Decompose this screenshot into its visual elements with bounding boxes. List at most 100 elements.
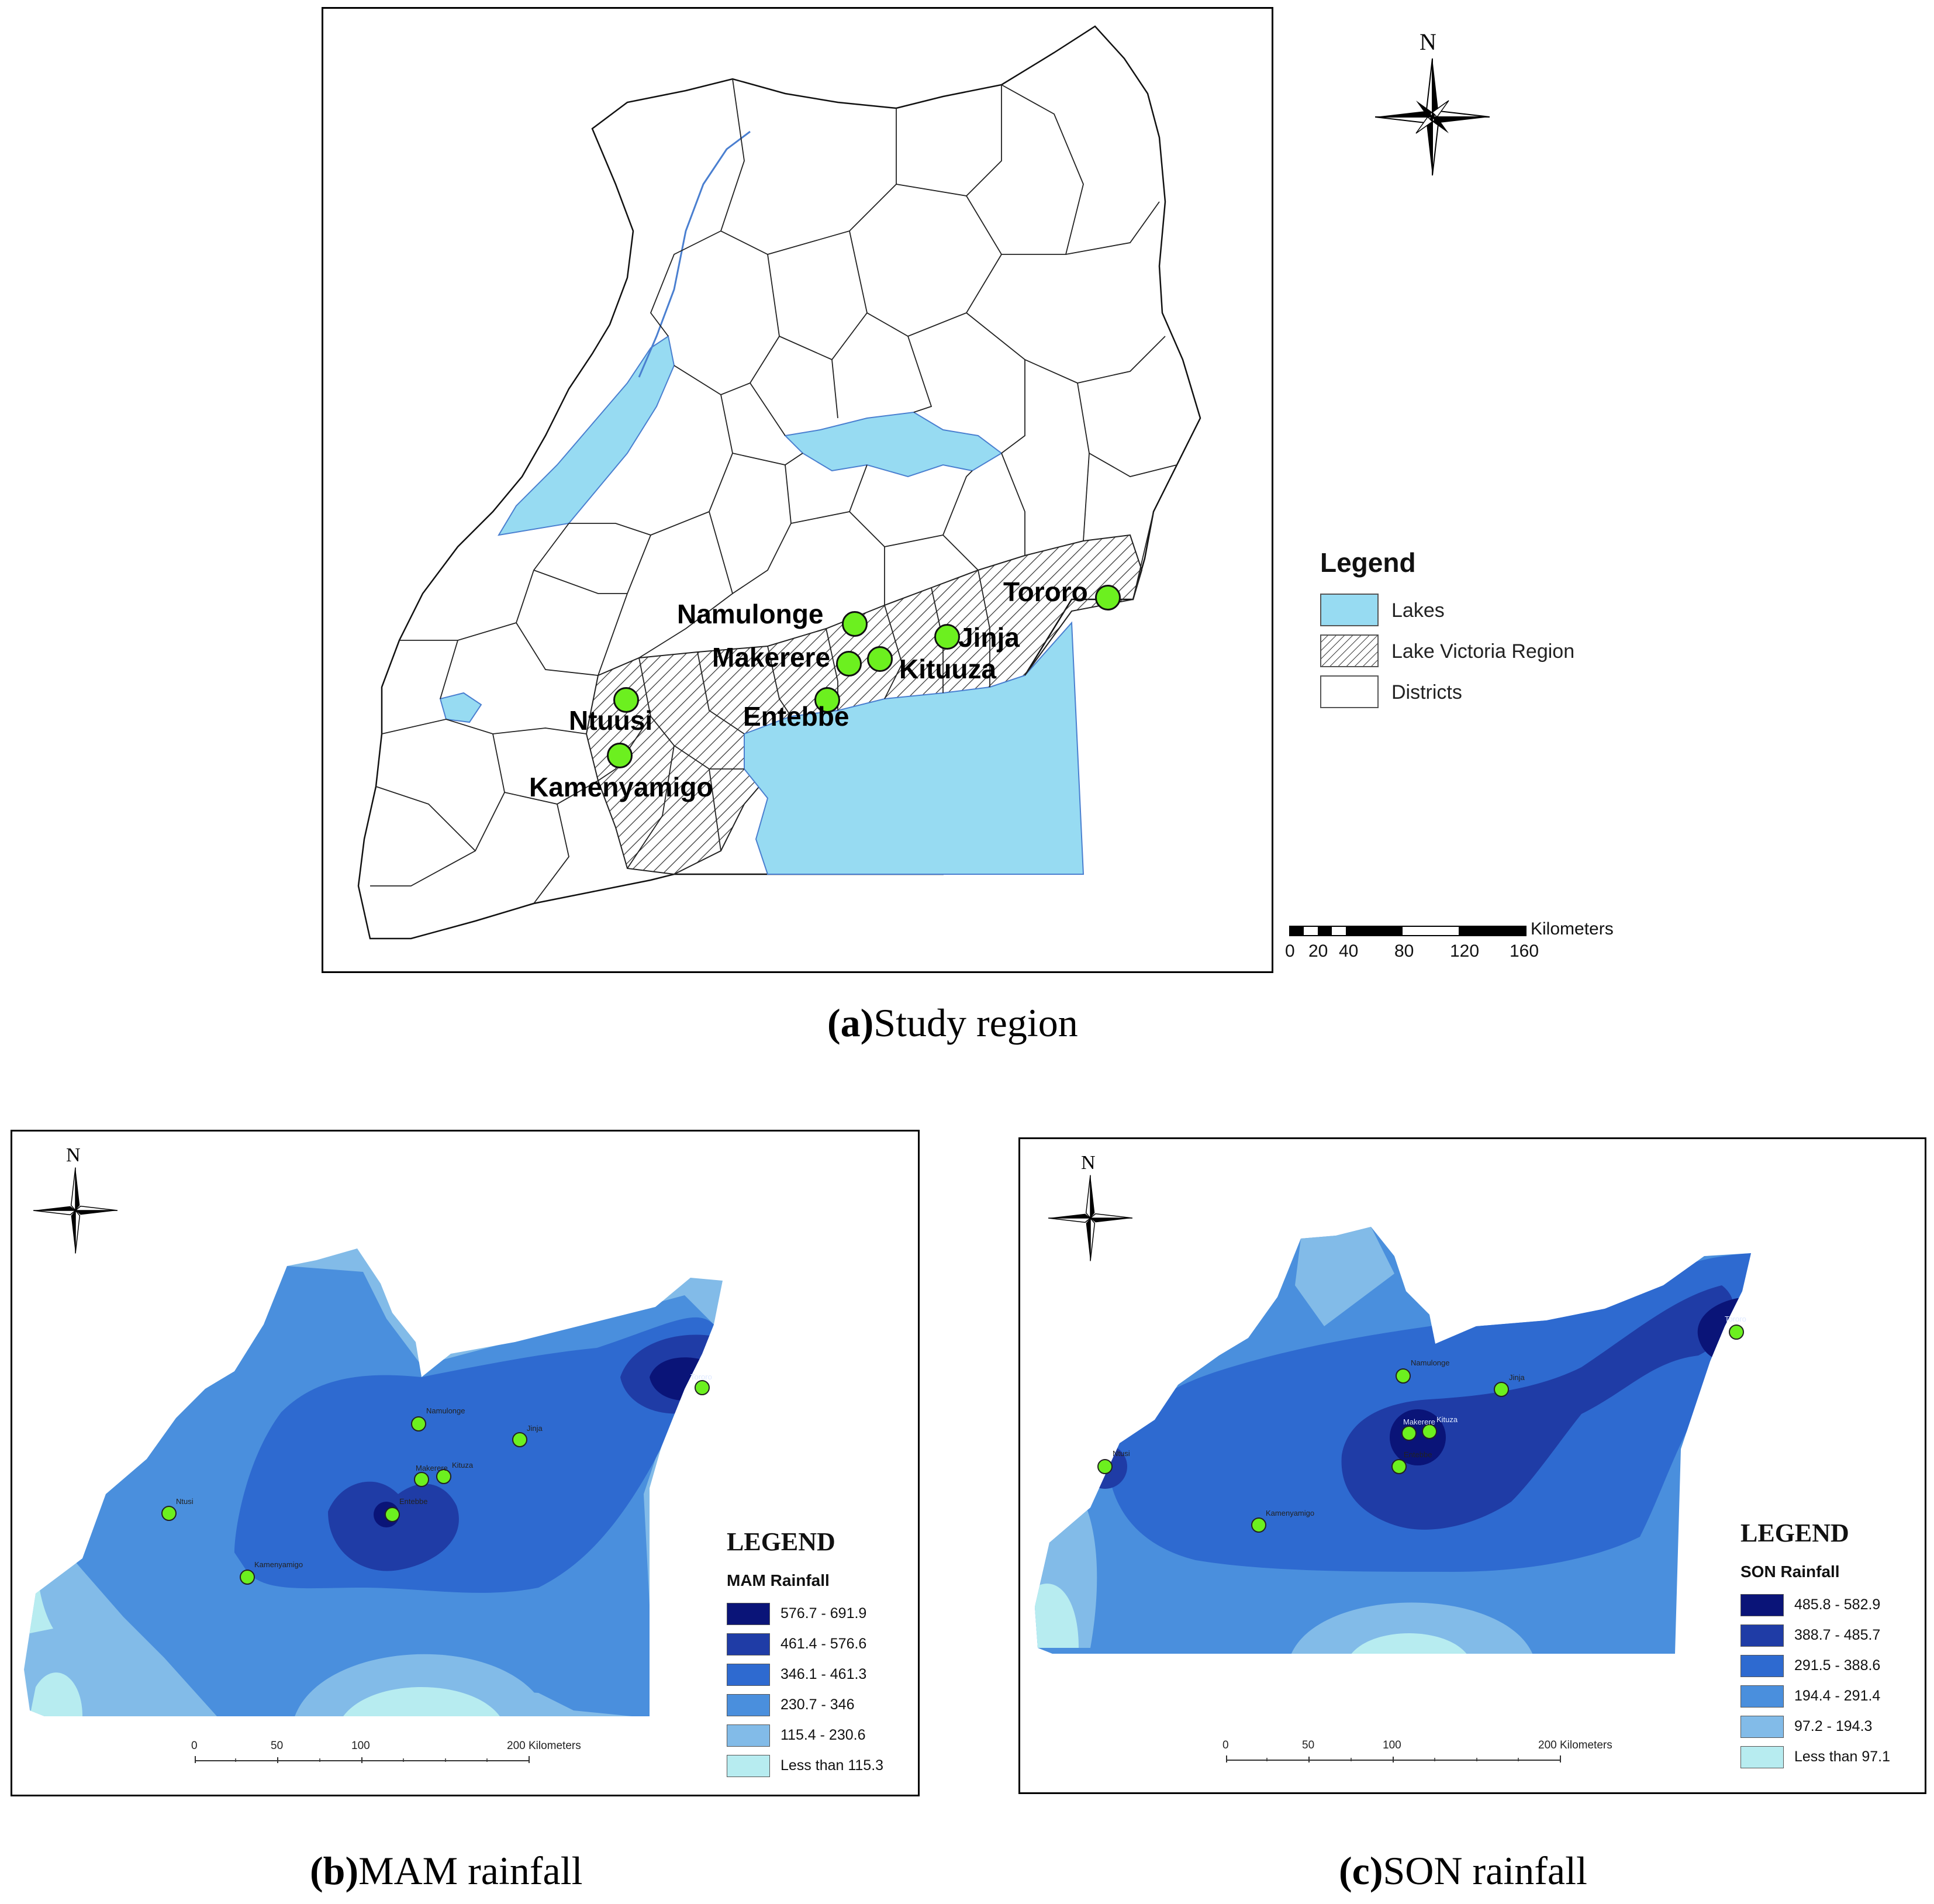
compass-rose-c-icon (1048, 1175, 1132, 1261)
north-label-a: N (1420, 29, 1436, 55)
scale-tick-a-80: 80 (1394, 941, 1414, 961)
legend-label-b-5: Less than 115.3 (780, 1757, 884, 1774)
legend-swatch-c-0 (1740, 1594, 1784, 1616)
lake-victoria (744, 621, 1085, 875)
legend-swatch-b-5 (727, 1755, 770, 1777)
caption-c-text: SON rainfall (1383, 1848, 1587, 1893)
mam-site-entebbe: Entebbe (399, 1497, 428, 1506)
scale-tick-b-50: 50 (271, 1740, 284, 1752)
mam-site-jinja: Jinja (527, 1424, 543, 1433)
site-label-entebbe: Entebbe (743, 701, 849, 732)
site-marker-kituuza (867, 646, 893, 672)
site-label-kamenyamigo: Kamenyamigo (529, 772, 713, 802)
caption-b-letter: (b) (310, 1848, 359, 1893)
site-label-kituuza: Kituuza (899, 654, 997, 684)
son-site-kamenyamigo: Kamenyamigo (1266, 1509, 1315, 1517)
legend-label-lakes: Lakes (1391, 599, 1445, 622)
legend-swatch-districts (1320, 675, 1379, 708)
son-rainfall-surface (1035, 1227, 1751, 1654)
site-marker-kamenyamigo (607, 743, 633, 768)
caption-a: (a)Study region (827, 1000, 1078, 1046)
mam-site-kamenyamigo: Kamenyamigo (254, 1560, 303, 1569)
son-rainfall-map-frame: N (1018, 1137, 1926, 1794)
caption-a-text: Study region (873, 1001, 1078, 1045)
mam-rainfall-map-frame: N (11, 1130, 920, 1796)
legend-swatch-b-4 (727, 1724, 770, 1747)
scale-tick-c-0: 0 (1222, 1739, 1229, 1751)
compass-rose-b-icon (33, 1167, 118, 1254)
caption-c-letter: (c) (1339, 1848, 1383, 1893)
son-site-tororo: Tororo (1725, 1315, 1746, 1323)
mam-site-kituza: Kituza (452, 1461, 474, 1470)
district-boundaries (370, 78, 1177, 904)
caption-a-letter: (a) (827, 1001, 874, 1045)
legend-label-lake-victoria-region: Lake Victoria Region (1391, 640, 1575, 663)
site-marker-jinja (934, 624, 960, 650)
mam-rainfall-surface (24, 1248, 723, 1716)
mam-site-makerere: Makerere (416, 1464, 448, 1472)
scale-tick-a-0: 0 (1285, 941, 1295, 961)
lake-george (439, 692, 482, 723)
son-site-namulonge: Namulonge (1411, 1358, 1450, 1367)
legend-subtitle-b: MAM Rainfall (727, 1571, 830, 1589)
legend-label-c-0: 485.8 - 582.9 (1794, 1596, 1881, 1613)
lake-kyoga (783, 411, 1003, 478)
site-label-ntuusi: Ntuusi (569, 705, 653, 736)
scale-bar-c (1226, 1755, 1561, 1762)
nile-river (638, 130, 751, 378)
study-region-map-frame: Namulonge Makerere Kituuza Jinja Tororo … (322, 7, 1273, 973)
site-label-jinja: Jinja (958, 622, 1020, 653)
legend-swatch-b-2 (727, 1664, 770, 1686)
legend-label-b-3: 230.7 - 346 (780, 1696, 855, 1713)
legend-label-b-1: 461.4 - 576.6 (780, 1636, 867, 1652)
site-marker-entebbe (814, 687, 840, 713)
legend-label-districts: Districts (1391, 681, 1462, 703)
legend-swatch-b-3 (727, 1694, 770, 1716)
scale-tick-c-100: 100 (1383, 1739, 1401, 1751)
mam-site-ntusi: Ntusi (176, 1497, 194, 1506)
scale-tick-b-200: 200 Kilometers (507, 1740, 581, 1752)
mam-site-namulonge: Namulonge (426, 1406, 465, 1415)
legend-label-c-2: 291.5 - 388.6 (1794, 1657, 1881, 1674)
legend-swatch-b-0 (727, 1603, 770, 1625)
uganda-districts-map (357, 25, 1201, 940)
scale-unit-a: Kilometers (1531, 919, 1614, 939)
legend-label-c-3: 194.4 - 291.4 (1794, 1688, 1881, 1704)
legend-label-c-1: 388.7 - 485.7 (1794, 1627, 1881, 1643)
site-label-namulonge: Namulonge (677, 599, 824, 629)
scale-tick-b-0: 0 (191, 1740, 198, 1752)
legend-label-b-4: 115.4 - 230.6 (780, 1727, 866, 1743)
scale-tick-a-20: 20 (1308, 941, 1328, 961)
scale-tick-b-100: 100 (351, 1740, 370, 1752)
scale-tick-a-160: 160 (1510, 941, 1539, 961)
north-label-c: N (1081, 1152, 1096, 1174)
caption-b-text: MAM rainfall (358, 1848, 583, 1893)
legend-label-c-4: 97.2 - 194.3 (1794, 1718, 1873, 1734)
son-site-ntusi: Ntusi (1113, 1449, 1130, 1458)
legend-title-c: LEGEND (1740, 1519, 1849, 1547)
site-marker-namulonge (842, 611, 868, 637)
legend-swatch-c-4 (1740, 1716, 1784, 1738)
scale-bar-b (195, 1756, 530, 1763)
son-site-kituza: Kituza (1436, 1415, 1458, 1424)
site-label-makerere: Makerere (712, 642, 831, 672)
scale-tick-c-50: 50 (1302, 1739, 1315, 1751)
north-label-b: N (66, 1144, 81, 1166)
son-site-makerere: Makerere (1403, 1417, 1435, 1426)
legend-swatch-lake-victoria-region (1320, 634, 1379, 667)
site-marker-tororo (1095, 585, 1121, 610)
scale-tick-a-120: 120 (1450, 941, 1480, 961)
scale-tick-c-200: 200 Kilometers (1538, 1739, 1612, 1751)
mam-site-tororo: Tororo (690, 1372, 712, 1381)
legend-title-b: LEGEND (727, 1527, 835, 1556)
son-site-jinja: Jinja (1509, 1373, 1525, 1382)
legend-swatch-c-1 (1740, 1624, 1784, 1647)
scale-bar-a (1289, 926, 1527, 936)
legend-swatch-c-3 (1740, 1685, 1784, 1708)
legend-subtitle-c: SON Rainfall (1740, 1562, 1840, 1581)
legend-swatch-c-2 (1740, 1655, 1784, 1677)
caption-c: (c)SON rainfall (1339, 1848, 1587, 1894)
legend-label-b-0: 576.7 - 691.9 (780, 1605, 867, 1622)
site-marker-makerere (836, 651, 862, 677)
son-site-entebbe: Entebbe (1404, 1450, 1432, 1459)
